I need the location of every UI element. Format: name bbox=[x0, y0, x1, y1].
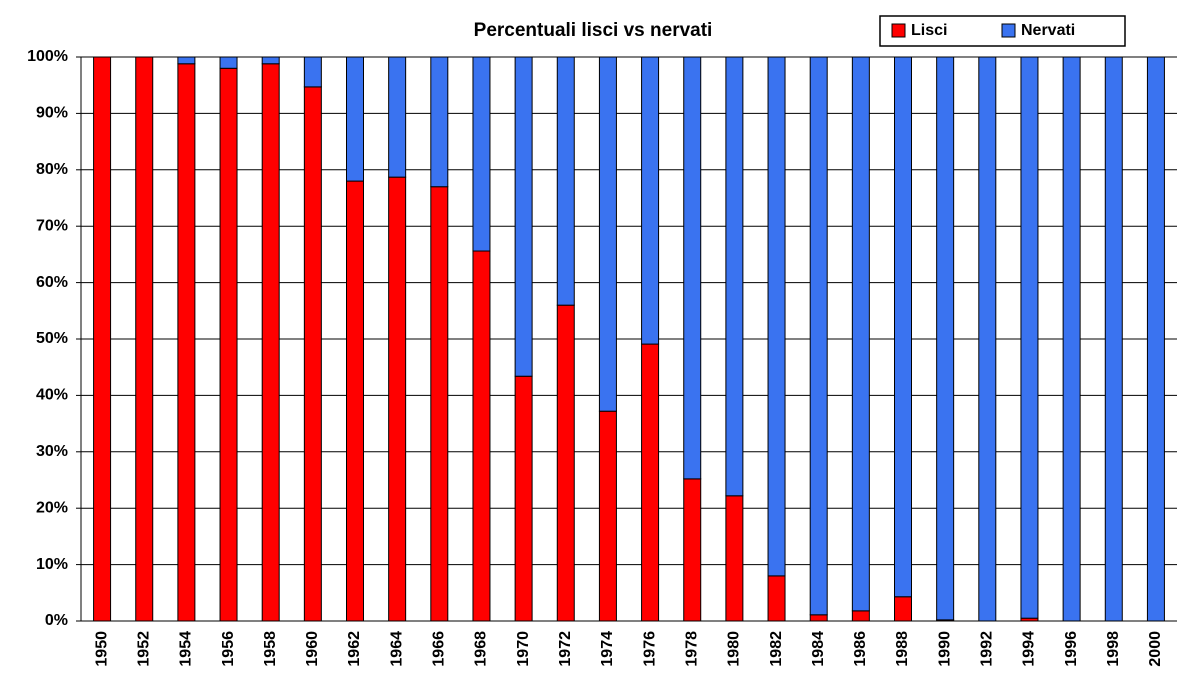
legend-label: Lisci bbox=[911, 22, 947, 39]
bar-segment bbox=[725, 56, 744, 497]
bar-segment bbox=[851, 56, 870, 612]
legend-box bbox=[879, 15, 1126, 47]
chart-title: Percentuali lisci vs nervati bbox=[474, 20, 713, 41]
bar-segment bbox=[1020, 56, 1039, 619]
legend-swatch bbox=[1001, 23, 1016, 38]
bar-segment bbox=[1146, 56, 1165, 622]
y-tick-label: 70% bbox=[36, 217, 68, 234]
bar-segment bbox=[93, 56, 112, 622]
y-tick-label: 90% bbox=[36, 105, 68, 122]
x-tick-label: 1984 bbox=[810, 631, 827, 667]
x-tick-label: 1964 bbox=[388, 631, 405, 667]
bar-segment bbox=[683, 478, 702, 622]
y-tick-label: 30% bbox=[36, 443, 68, 460]
bar-segment bbox=[556, 304, 575, 622]
bar-segment bbox=[767, 56, 786, 577]
x-tick-label: 1998 bbox=[1105, 631, 1122, 667]
bar-segment bbox=[430, 56, 449, 188]
x-tick-label: 1970 bbox=[515, 631, 532, 667]
y-tick-label: 50% bbox=[36, 330, 68, 347]
bar-segment bbox=[135, 56, 154, 622]
bar-segment bbox=[219, 67, 238, 622]
x-tick-label: 1972 bbox=[557, 631, 574, 667]
y-tick-label: 80% bbox=[36, 161, 68, 178]
x-tick-label: 1958 bbox=[262, 631, 279, 667]
x-tick-label: 1966 bbox=[431, 631, 448, 667]
bar-segment bbox=[894, 596, 912, 622]
bar-segment bbox=[177, 56, 196, 65]
legend-swatch bbox=[891, 23, 906, 38]
bar-segment bbox=[1104, 56, 1123, 622]
bar-segment bbox=[894, 56, 912, 598]
x-tick-label: 1986 bbox=[852, 631, 869, 667]
x-tick-label: 1956 bbox=[220, 631, 237, 667]
bar-segment bbox=[598, 410, 617, 622]
x-tick-label: 1992 bbox=[979, 631, 996, 667]
y-tick-label: 10% bbox=[36, 556, 68, 573]
x-tick-label: 1982 bbox=[768, 631, 785, 667]
x-tick-label: 1954 bbox=[178, 631, 195, 667]
bar-segment bbox=[430, 186, 449, 622]
bar-segment bbox=[598, 56, 617, 412]
bar-segment bbox=[261, 56, 280, 65]
bar-segment bbox=[641, 56, 660, 345]
bar-segment bbox=[177, 63, 196, 622]
bar-segment bbox=[303, 56, 322, 88]
x-tick-label: 1978 bbox=[683, 631, 700, 667]
bar-segment bbox=[219, 56, 238, 69]
x-tick-label: 1994 bbox=[1021, 631, 1038, 667]
x-tick-label: 1960 bbox=[304, 631, 321, 667]
x-tick-label: 1976 bbox=[641, 631, 658, 667]
bar-segment bbox=[346, 56, 364, 182]
x-tick-label: 1980 bbox=[726, 631, 743, 667]
bar-segment bbox=[1062, 56, 1081, 622]
x-tick-label: 1988 bbox=[894, 631, 911, 667]
bar-segment bbox=[346, 180, 364, 622]
bar-segment bbox=[936, 56, 955, 621]
bar-segment bbox=[851, 610, 870, 622]
bar-segment bbox=[514, 56, 533, 377]
y-tick-label: 0% bbox=[45, 612, 68, 629]
y-tick-label: 40% bbox=[36, 387, 68, 404]
y-tick-label: 100% bbox=[27, 48, 68, 65]
bar-segment bbox=[767, 575, 786, 622]
x-tick-label: 1996 bbox=[1063, 631, 1080, 667]
x-tick-label: 1952 bbox=[135, 631, 152, 667]
bar-segment bbox=[809, 614, 828, 622]
bar-segment bbox=[556, 56, 575, 306]
bar-segment bbox=[388, 176, 407, 622]
bar-segment bbox=[641, 343, 660, 622]
bar-segment bbox=[261, 63, 280, 622]
x-tick-label: 2000 bbox=[1147, 631, 1164, 667]
legend-label: Nervati bbox=[1021, 22, 1075, 39]
y-tick-label: 60% bbox=[36, 274, 68, 291]
bar-segment bbox=[978, 56, 997, 622]
bar-segment bbox=[472, 56, 491, 252]
bar-segment bbox=[514, 375, 533, 622]
x-tick-label: 1962 bbox=[346, 631, 363, 667]
x-tick-label: 1974 bbox=[599, 631, 616, 667]
bar-segment bbox=[388, 56, 407, 178]
x-tick-label: 1950 bbox=[93, 631, 110, 667]
x-tick-label: 1990 bbox=[936, 631, 953, 667]
bar-segment bbox=[303, 86, 322, 622]
bar-segment bbox=[725, 495, 744, 622]
x-tick-label: 1968 bbox=[473, 631, 490, 667]
bar-segment bbox=[809, 56, 828, 616]
bar-segment bbox=[683, 56, 702, 480]
bar-segment bbox=[472, 250, 491, 622]
y-tick-label: 20% bbox=[36, 499, 68, 516]
